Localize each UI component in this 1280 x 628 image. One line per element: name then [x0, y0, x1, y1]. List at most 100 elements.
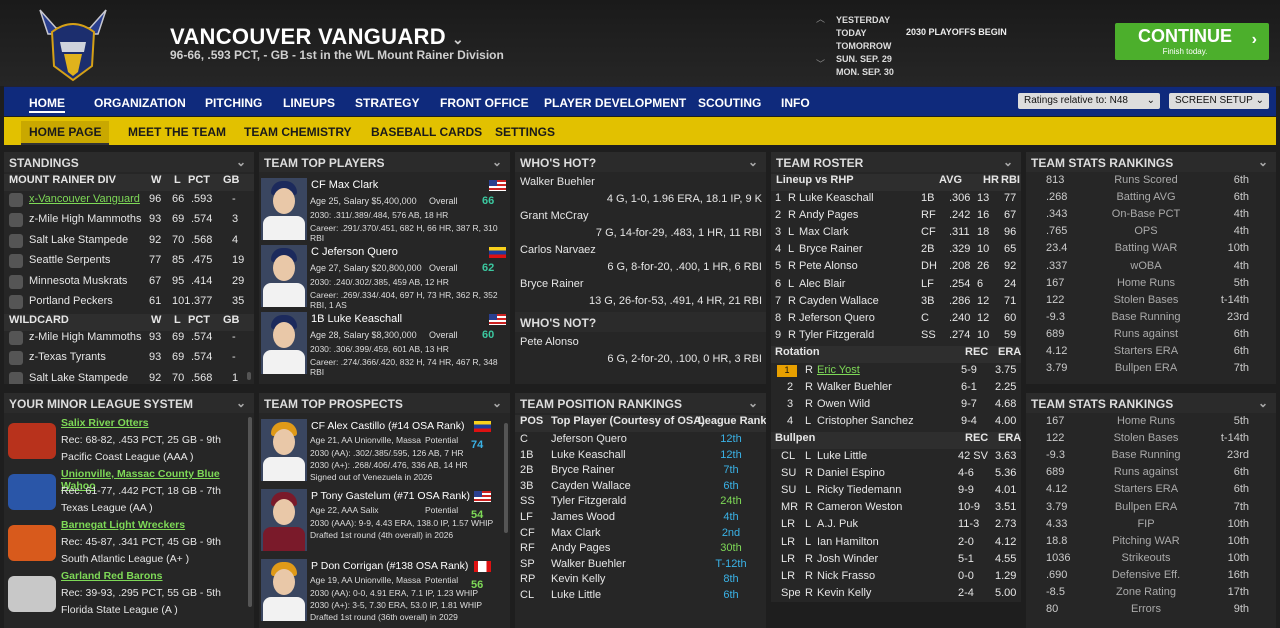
player-name[interactable]: Max Clark	[799, 226, 849, 239]
stat-row[interactable]: 813 Runs Scored 6th	[1026, 174, 1276, 191]
nav-organization[interactable]: ORGANIZATION	[94, 96, 186, 110]
minor-team-logo[interactable]	[8, 525, 56, 561]
standings-row[interactable]: Salt Lake Stampede 92 70 .568 4	[4, 231, 254, 251]
stat-row[interactable]: -8.5 Zone Rating 17th	[1026, 586, 1276, 603]
player-card[interactable]: 1B Luke Keaschall Age 28, Salary $8,300,0…	[259, 310, 510, 377]
calendar-arrows[interactable]: ︿ ﹀	[816, 14, 825, 69]
subnav-meet-the-team[interactable]: MEET THE TEAM	[128, 125, 226, 139]
subnav-settings[interactable]: SETTINGS	[495, 125, 556, 139]
calendar-day[interactable]: MON. SEP. 30	[836, 67, 894, 77]
standings-team-name[interactable]: x-Vancouver Vanguard	[29, 193, 140, 205]
position-player[interactable]: Cayden Wallace	[551, 479, 631, 492]
player-avatar[interactable]	[261, 178, 307, 240]
standings-row[interactable]: z-Mile High Mammoths 93 69 .574 3	[4, 210, 254, 230]
chevron-down-icon[interactable]: ⌄	[491, 396, 502, 410]
stat-row[interactable]: -9.3 Base Running 23rd	[1026, 311, 1276, 328]
position-player[interactable]: Luke Keaschall	[551, 448, 626, 461]
stat-row[interactable]: 4.12 Starters ERA 6th	[1026, 483, 1276, 500]
minor-team-name[interactable]: Barnegat Light Wreckers	[61, 519, 186, 531]
stat-row[interactable]: 167 Home Runs 5th	[1026, 277, 1276, 294]
prospect-avatar[interactable]	[261, 559, 307, 621]
position-row[interactable]: CL Luke Little 6th	[515, 589, 766, 606]
player-name[interactable]: Cayden Wallace	[799, 294, 879, 307]
bullpen-row[interactable]: LR R Nick Frasso 0-0 1.29	[771, 570, 1021, 587]
player-name[interactable]: Andy Pages	[799, 209, 859, 222]
pitcher-name[interactable]: Daniel Espino	[817, 467, 885, 480]
prospect-avatar[interactable]	[261, 419, 307, 481]
not-player-name[interactable]: Pete Alonso	[520, 336, 579, 348]
minor-team-logo[interactable]	[8, 474, 56, 510]
standings-row[interactable]: Portland Peckers 61 101.377 35	[4, 292, 254, 312]
stat-row[interactable]: 18.8 Pitching WAR 10th	[1026, 535, 1276, 552]
prospect-card[interactable]: CF Alex Castillo (#14 OSA Rank) Age 21, A…	[259, 417, 504, 485]
hot-player-name[interactable]: Walker Buehler	[520, 176, 595, 188]
prospect-card[interactable]: P Tony Gastelum (#71 OSA Rank) Age 22, AA…	[259, 487, 504, 555]
stat-row[interactable]: 689 Runs against 6th	[1026, 328, 1276, 345]
pitcher-name[interactable]: Cristopher Sanchez	[817, 415, 914, 428]
chevron-down-icon[interactable]: ⌄	[235, 396, 246, 410]
stat-row[interactable]: 4.33 FIP 10th	[1026, 518, 1276, 535]
nav-front-office[interactable]: FRONT OFFICE	[440, 96, 529, 110]
bullpen-row[interactable]: CL L Luke Little 42 SV 3.63	[771, 450, 1021, 467]
stat-row[interactable]: 1036 Strikeouts 10th	[1026, 552, 1276, 569]
position-player[interactable]: Andy Pages	[551, 542, 611, 555]
chevron-down-icon[interactable]: ⌄	[451, 31, 464, 47]
rotation-row[interactable]: 2 R Walker Buehler 6-1 2.25	[771, 381, 1021, 398]
standings-row[interactable]: z-Mile High Mammoths 93 69 .574 -	[4, 328, 254, 348]
position-row[interactable]: SP Walker Buehler T-12th	[515, 558, 766, 575]
position-player[interactable]: Bryce Rainer	[551, 464, 615, 477]
pitcher-name[interactable]: Josh Winder	[817, 552, 879, 565]
stat-row[interactable]: .268 Batting AVG 6th	[1026, 191, 1276, 208]
position-row[interactable]: 2B Bryce Rainer 7th	[515, 464, 766, 481]
chevron-down-icon[interactable]: ⌄	[491, 155, 502, 169]
stat-row[interactable]: 122 Stolen Bases t-14th	[1026, 432, 1276, 449]
stat-row[interactable]: .765 OPS 4th	[1026, 225, 1276, 242]
position-player[interactable]: Jeferson Quero	[551, 433, 627, 445]
standings-row[interactable]: z-Texas Tyrants 93 69 .574 -	[4, 348, 254, 368]
team-logo[interactable]	[34, 8, 112, 82]
pitcher-name[interactable]: Cameron Weston	[817, 501, 903, 514]
player-name[interactable]: CF Max Clark	[311, 179, 379, 191]
nav-player-development[interactable]: PLAYER DEVELOPMENT	[544, 96, 687, 110]
minor-team-logo[interactable]	[8, 423, 56, 459]
calendar-day[interactable]: SUN. SEP. 29	[836, 54, 892, 64]
nav-strategy[interactable]: STRATEGY	[355, 96, 420, 110]
standings-team-name[interactable]: z-Texas Tyrants	[29, 351, 106, 364]
chevron-down-icon[interactable]: ﹀	[816, 59, 826, 69]
lineup-row[interactable]: 8 R Jeferson Quero C .240 12 60	[771, 312, 1021, 329]
hot-player-name[interactable]: Bryce Rainer	[520, 278, 584, 290]
hot-player-name[interactable]: Carlos Narvaez	[520, 244, 596, 256]
player-avatar[interactable]	[261, 312, 307, 374]
position-player[interactable]: Kevin Kelly	[551, 573, 606, 586]
position-row[interactable]: 1B Luke Keaschall 12th	[515, 449, 766, 466]
standings-team-name[interactable]: Portland Peckers	[29, 295, 113, 307]
prospect-name[interactable]: CF Alex Castillo (#14 OSA Rank)	[311, 420, 465, 432]
minor-team-card[interactable]: Barnegat Light Wreckers Rec: 45-87, .341 …	[4, 519, 248, 569]
lineup-row[interactable]: 9 R Tyler Fitzgerald SS .274 10 59	[771, 329, 1021, 346]
pitcher-name[interactable]: A.J. Puk	[817, 518, 858, 531]
stat-row[interactable]: 689 Runs against 6th	[1026, 466, 1276, 483]
rotation-row[interactable]: 4 L Cristopher Sanchez 9-4 4.00	[771, 415, 1021, 432]
position-player[interactable]: Max Clark	[551, 526, 601, 539]
bullpen-row[interactable]: MR R Cameron Weston 10-9 3.51	[771, 501, 1021, 518]
rotation-row[interactable]: 1 R Eric Yost 5-9 3.75	[771, 364, 1021, 381]
player-card[interactable]: C Jeferson Quero Age 27, Salary $20,800,0…	[259, 243, 510, 310]
lineup-row[interactable]: 3 L Max Clark CF .311 18 96	[771, 226, 1021, 243]
position-row[interactable]: SS Tyler Fitzgerald 24th	[515, 495, 766, 512]
minor-team-card[interactable]: Salix River Otters Rec: 68-82, .453 PCT, …	[4, 417, 248, 467]
position-player[interactable]: Walker Buehler	[551, 557, 626, 570]
chevron-down-icon[interactable]: ⌄	[747, 396, 758, 410]
stat-row[interactable]: .690 Defensive Eff. 16th	[1026, 569, 1276, 586]
lineup-row[interactable]: 4 L Bryce Rainer 2B .329 10 65	[771, 243, 1021, 260]
stat-row[interactable]: 4.12 Starters ERA 6th	[1026, 345, 1276, 362]
position-player[interactable]: James Wood	[551, 511, 615, 523]
minor-team-card[interactable]: Garland Red Barons Rec: 39-93, .295 PCT, …	[4, 570, 248, 620]
hot-player-name[interactable]: Grant McCray	[520, 210, 589, 222]
screen-setup-select[interactable]: SCREEN SETUP ⌄	[1169, 93, 1269, 109]
stat-row[interactable]: 122 Stolen Bases t-14th	[1026, 294, 1276, 311]
scrollbar[interactable]	[247, 372, 251, 380]
pitcher-name[interactable]: Eric Yost	[817, 364, 860, 376]
team-name[interactable]: VANCOUVER VANGUARD ⌄	[170, 24, 464, 50]
bullpen-row[interactable]: SU L Ricky Tiedemann 9-9 4.01	[771, 484, 1021, 501]
scrollbar[interactable]	[248, 417, 252, 607]
